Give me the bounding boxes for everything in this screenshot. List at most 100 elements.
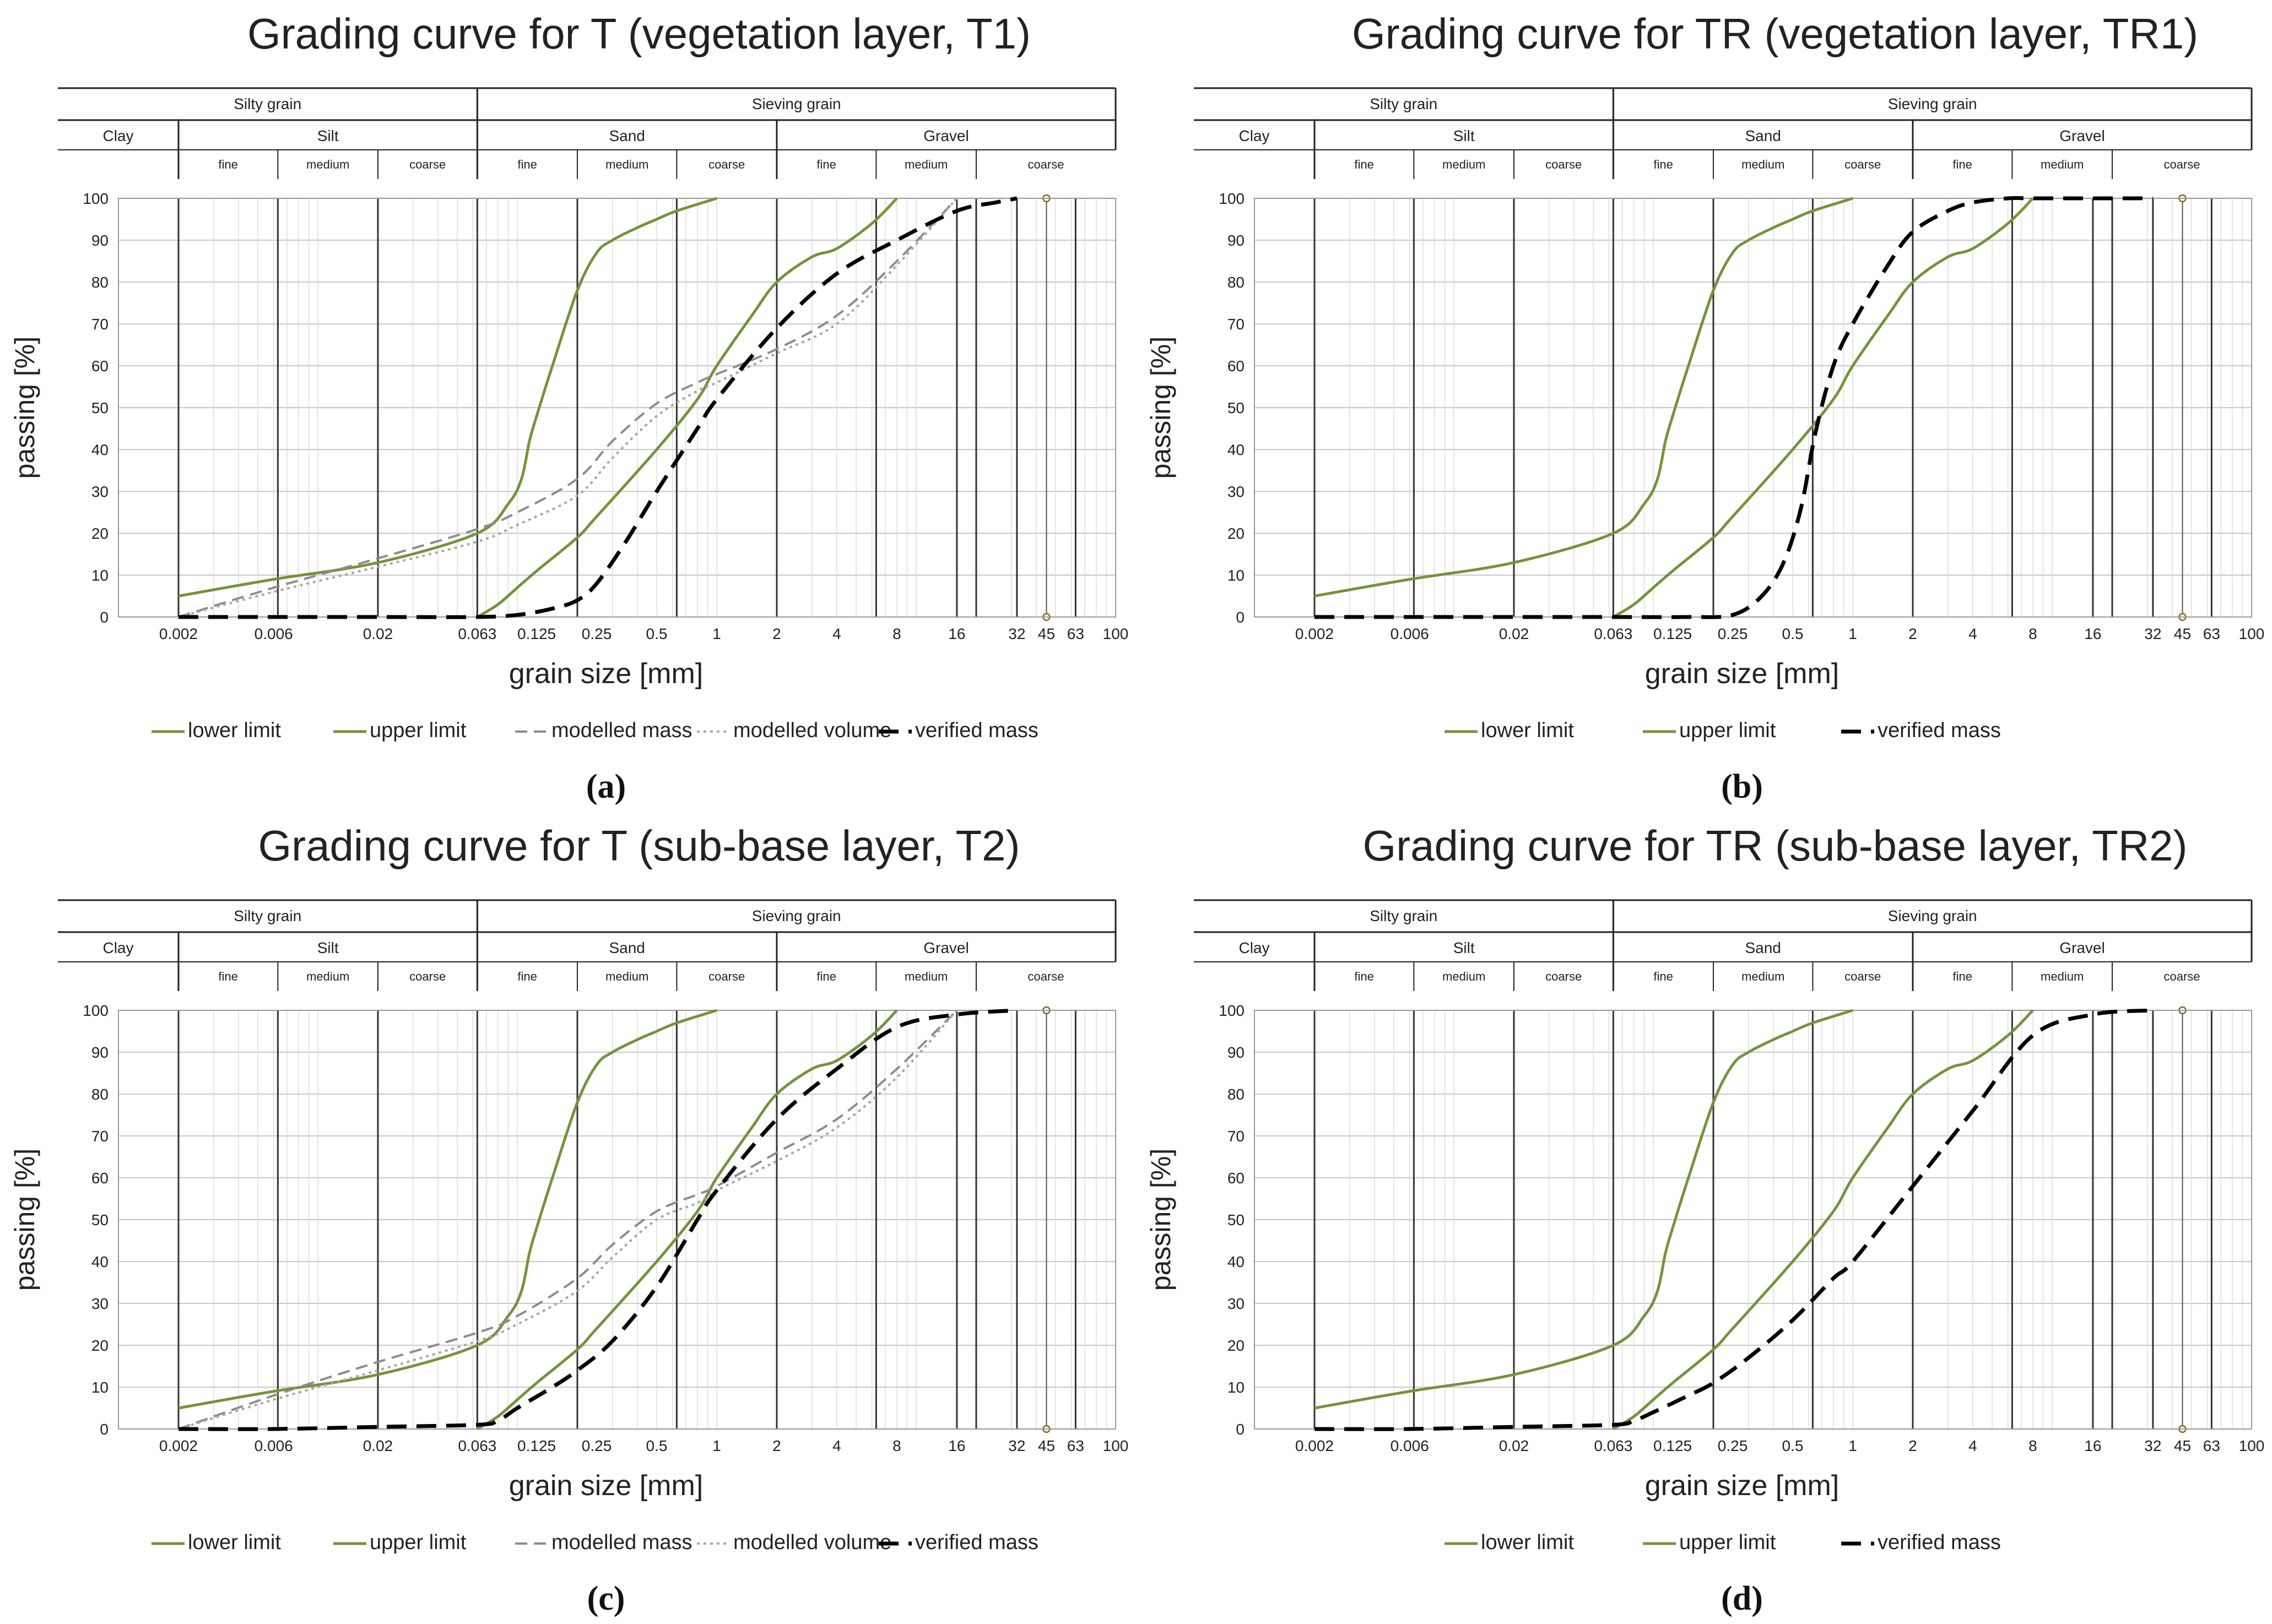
series-line-modelled-mass	[178, 197, 958, 618]
chart-c: Grading curve for T (sub-base layer, T2)…	[9, 821, 1128, 1617]
gridlines	[1254, 1006, 2252, 1433]
band-label-gravel: Gravel	[2059, 127, 2105, 144]
band-label-silty-grain: Silty grain	[234, 907, 301, 924]
chart-b: Grading curve for TR (vegetation layer, …	[1145, 9, 2264, 805]
x-tick-label: 0.02	[363, 1437, 393, 1454]
x-tick-label: 0.002	[159, 625, 198, 642]
x-tick-label: 63	[1067, 1437, 1084, 1454]
band-sublabel-fine: fine	[816, 970, 836, 983]
band-label-sand: Sand	[609, 127, 645, 144]
series-group	[178, 196, 1018, 619]
y-tick-label: 50	[91, 399, 109, 416]
band-sublabel-medium: medium	[306, 158, 349, 171]
x-tick-label: 0.063	[1594, 625, 1632, 642]
band-label-clay: Clay	[1238, 127, 1269, 144]
x-tick-label: 45	[2174, 625, 2191, 642]
y-tick-label: 50	[1227, 1211, 1245, 1228]
band-label-sand: Sand	[1745, 127, 1781, 144]
chart-d: Grading curve for TR (sub-base layer, TR…	[1145, 821, 2264, 1617]
legend-label: verified mass	[1878, 1531, 2001, 1554]
legend-label: verified mass	[915, 1531, 1038, 1554]
band-sublabel-coarse: coarse	[1844, 158, 1881, 171]
x-tick-label: 0.006	[1391, 625, 1429, 642]
x-tick-label: 100	[1103, 625, 1129, 642]
x-tick-label: 0.006	[255, 625, 293, 642]
band-sublabel-fine: fine	[517, 158, 537, 171]
x-tick-label: 45	[2174, 1437, 2191, 1454]
x-tick-label: 0.125	[1653, 1437, 1692, 1454]
legend-label: upper limit	[370, 1531, 467, 1554]
x-axis-label: grain size [mm]	[509, 658, 704, 690]
y-tick-label: 30	[1227, 483, 1245, 500]
legend-label: modelled mass	[551, 1531, 693, 1554]
series-line-lower-limit	[1314, 197, 1853, 598]
series-line-modelled-mass	[178, 1009, 958, 1430]
legend-label: upper limit	[1679, 1531, 1776, 1554]
soil-classification-header: Silty grain Sieving grain Clay Silt Sand Grav…	[1194, 87, 2253, 179]
legend-label: lower limit	[188, 719, 281, 742]
band-label-gravel: Gravel	[923, 939, 969, 956]
series-line-verified-mass	[178, 1008, 1018, 1431]
y-tick-label: 60	[1227, 1170, 1245, 1187]
y-tick-label: 100	[1219, 190, 1245, 207]
band-sublabel-medium: medium	[905, 158, 948, 171]
y-tick-label: 90	[1227, 232, 1245, 249]
band-label-sieving-grain: Sieving grain	[1888, 907, 1977, 924]
band-label-silt: Silt	[317, 127, 339, 144]
series-group	[1314, 196, 2153, 619]
panel-d: Grading curve for TR (sub-base layer, TR…	[1136, 812, 2272, 1624]
x-tick-label: 0.063	[458, 1437, 496, 1454]
y-tick-label: 30	[91, 483, 109, 500]
y-tick-label: 80	[91, 1086, 109, 1103]
chart-a: Grading curve for T (vegetation layer, T…	[9, 9, 1129, 805]
legend-label: lower limit	[1481, 719, 1574, 742]
band-sublabel-coarse: coarse	[409, 158, 446, 171]
y-tick-label: 80	[1227, 1086, 1245, 1103]
series-line-modelled-volume	[178, 1009, 958, 1430]
x-axis: 0.002 0.006 0.02 0.063 0.125 0.25 0.5 1 2 4 8 16 32 4…	[159, 1437, 1128, 1454]
legend-label: lower limit	[188, 1531, 281, 1554]
panel-caption: (a)	[586, 768, 626, 805]
x-tick-label: 0.5	[646, 1437, 668, 1454]
panel-caption: (b)	[1721, 768, 1763, 805]
plot-frame	[118, 198, 1116, 618]
band-label-clay: Clay	[102, 127, 133, 144]
plot-frame	[118, 1010, 1116, 1430]
legend-label: upper limit	[1679, 719, 1776, 742]
panel-b: Grading curve for TR (vegetation layer, …	[1136, 0, 2272, 812]
x-tick-label: 0.25	[1718, 625, 1748, 642]
soil-classification-header: Silty grain Sieving grain Clay Silt Sand Grav…	[58, 899, 1117, 991]
plot-frame	[1254, 198, 2252, 618]
y-tick-label: 0	[100, 609, 109, 626]
band-label-gravel: Gravel	[2059, 939, 2105, 956]
x-tick-label: 1	[1848, 1437, 1857, 1454]
legend-label: modelled volume	[733, 719, 891, 742]
legend-label: modelled volume	[733, 1531, 891, 1554]
band-sublabel-medium: medium	[306, 970, 349, 983]
legend-label: lower limit	[1481, 1531, 1574, 1554]
band-label-clay: Clay	[1238, 939, 1269, 956]
y-tick-label: 40	[1227, 1253, 1245, 1270]
x-tick-label: 0.25	[1718, 1437, 1748, 1454]
y-tick-label: 70	[91, 1128, 109, 1145]
y-tick-label: 100	[83, 1002, 109, 1019]
y-tick-label: 90	[1227, 1044, 1245, 1061]
plot-frame	[1254, 1010, 2252, 1430]
x-tick-label: 0.063	[458, 625, 496, 642]
x-tick-label: 32	[2144, 1437, 2161, 1454]
series-line-verified-mass	[1314, 196, 2153, 619]
x-tick-label: 0.5	[646, 625, 668, 642]
panel-caption: (d)	[1721, 1580, 1763, 1617]
chart-title: Grading curve for TR (vegetation layer, …	[1352, 9, 2198, 58]
band-sublabel-coarse: coarse	[708, 970, 745, 983]
y-tick-label: 10	[91, 1379, 109, 1396]
y-tick-label: 30	[91, 1295, 109, 1312]
soil-classification-header: Silty grain Sieving grain Clay Silt Sand Grav…	[1194, 899, 2253, 991]
chart-title: Grading curve for T (vegetation layer, T…	[247, 9, 1031, 58]
y-tick-label: 80	[91, 274, 109, 291]
legend: lower limit upper limit modelled mass model…	[152, 719, 1038, 742]
legend: lower limit upper limit modelled mass model…	[152, 1531, 1038, 1554]
x-tick-label: 0.02	[1499, 1437, 1529, 1454]
chart-title: Grading curve for TR (sub-base layer, TR…	[1362, 821, 2187, 870]
band-sublabel-coarse: coarse	[2163, 970, 2200, 983]
